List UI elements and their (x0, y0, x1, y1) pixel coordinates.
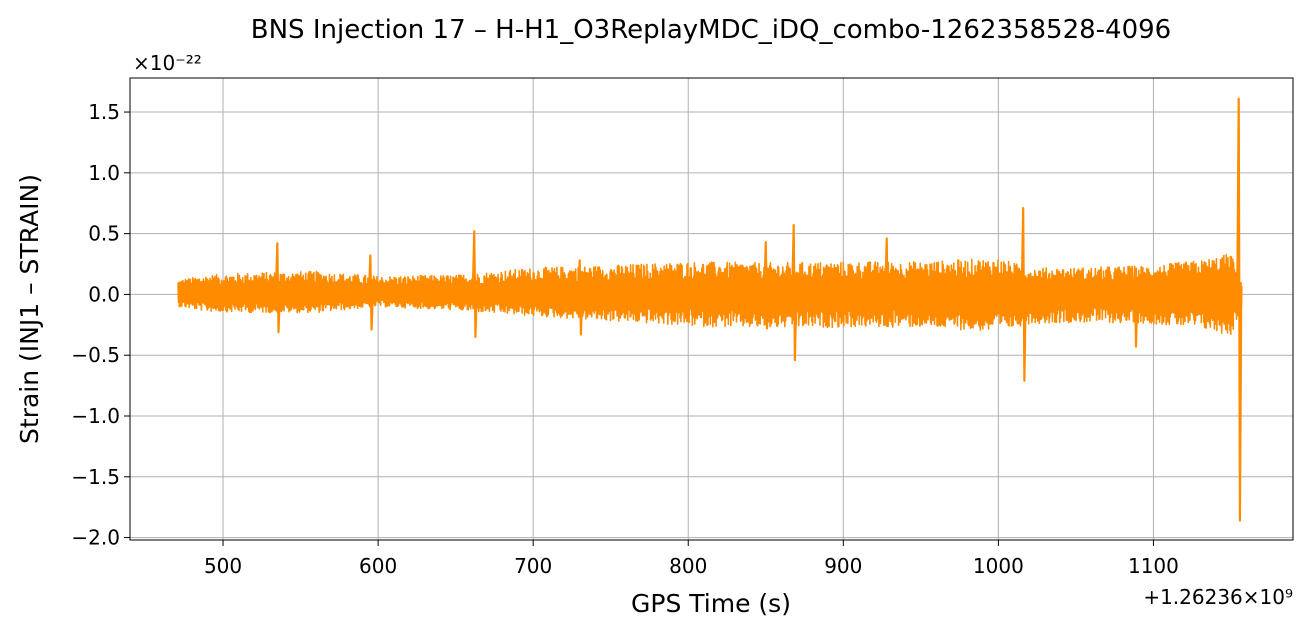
y-scale-label: ×10⁻²² (133, 51, 202, 75)
y-tick-label: −0.5 (71, 343, 120, 367)
y-tick-label: 1.5 (88, 100, 120, 124)
spike-point (791, 224, 798, 362)
x-axis-label: GPS Time (s) (631, 589, 791, 618)
y-tick-label: 0.5 (88, 222, 120, 246)
y-axis-label: Strain (INJ1 – STRAIN) (15, 174, 44, 444)
spike-point (1020, 206, 1027, 382)
spike-point (471, 230, 478, 339)
x-offset-label: +1.26236×10⁹ (1143, 585, 1293, 609)
axis-ticks: 500 600 700 800 900 1000 1100 −2.0 −1.5 −1.0 −0.5 0… (71, 100, 1178, 578)
x-tick-label: 600 (359, 554, 397, 578)
x-tick-label: 900 (824, 554, 862, 578)
plot-frame (129, 77, 1294, 541)
y-tick-label: 1.0 (88, 161, 120, 185)
y-tick-label: −1.5 (71, 465, 120, 489)
spike-point (577, 259, 584, 336)
series-line (177, 253, 1243, 335)
spike-point (274, 242, 281, 334)
x-tick-label: 500 (204, 554, 242, 578)
chart-title: BNS Injection 17 – H-H1_O3ReplayMDC_iDQ_… (251, 15, 1171, 45)
y-tick-label: 0.0 (88, 282, 120, 306)
y-tick-label: −2.0 (71, 526, 120, 550)
spike-point (367, 254, 374, 331)
x-tick-label: 1000 (973, 554, 1024, 578)
x-tick-label: 1100 (1128, 554, 1179, 578)
spike-point (763, 241, 770, 330)
plot-area (177, 97, 1243, 522)
spike-point (884, 237, 891, 328)
x-tick-label: 800 (669, 554, 707, 578)
spike-point (1132, 268, 1139, 348)
spike-point (1236, 97, 1243, 522)
x-tick-label: 700 (514, 554, 552, 578)
y-tick-label: −1.0 (71, 404, 120, 428)
